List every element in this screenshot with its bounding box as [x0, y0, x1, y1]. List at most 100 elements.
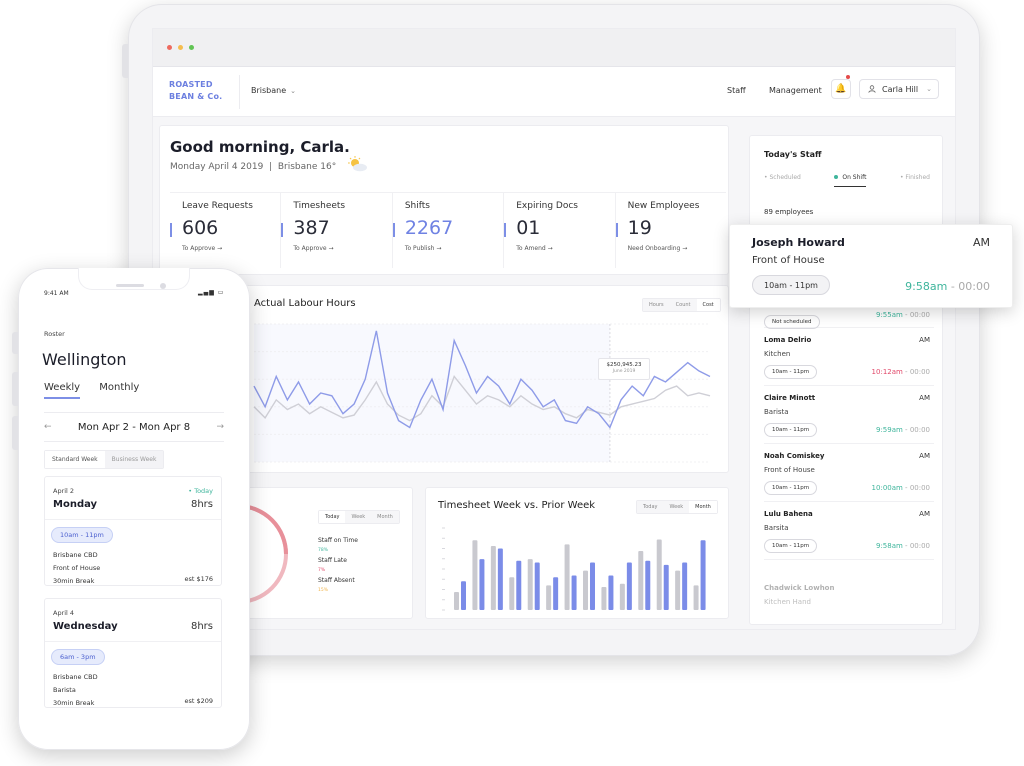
tab-finished[interactable]: • Finished	[899, 174, 930, 181]
stat-action-link[interactable]: To Publish →	[404, 245, 442, 252]
brand-logo[interactable]: ROASTED BEAN & Co.	[169, 80, 223, 101]
segment-business-week[interactable]: Business Week	[104, 451, 164, 468]
phone-side-button	[12, 332, 18, 354]
timesheet-panel: Timesheet Week vs. Prior Week Today Week…	[425, 487, 729, 619]
labour-metric-toggle: Hours Count Cost	[642, 298, 721, 312]
stat-tile[interactable]: New Employees 19 Need Onboarding →	[614, 193, 726, 268]
attendance-legend: Staff on Time 78% Staff Late 7% Staff Ab…	[318, 536, 358, 596]
toggle-month[interactable]: Month	[371, 511, 399, 523]
legend-late-label: Staff Late	[318, 557, 347, 564]
employee-row[interactable]: Lulu Bahena AM Barsita 10am - 11pm 9:58am - …	[764, 502, 934, 560]
employee-period: AM	[972, 236, 990, 249]
labour-hours-title: Actual Labour Hours	[254, 298, 356, 309]
shift-pill: 10am - 11pm	[752, 275, 830, 295]
toggle-hours[interactable]: Hours	[643, 299, 670, 311]
stat-tile[interactable]: Timesheets 387 To Approve →	[280, 193, 391, 268]
employee-period: AM	[919, 452, 930, 460]
arrow-left-icon[interactable]: ←	[44, 422, 52, 432]
stat-accent	[281, 223, 284, 237]
toggle-week[interactable]: Week	[345, 511, 372, 523]
stat-action-link[interactable]: To Approve →	[182, 245, 223, 252]
toggle-today[interactable]: Today	[637, 501, 664, 513]
faded-employee-row[interactable]: Chadwick Lowhon Kitchen Hand	[764, 584, 934, 606]
tab-monthly[interactable]: Monthly	[99, 382, 140, 393]
timesheet-bar-chart	[442, 527, 706, 611]
roster-day-card[interactable]: April 2 • Today Monday 8hrs 10am - 11pm …	[44, 476, 222, 586]
location-selector[interactable]: Brisbane ⌄	[251, 86, 296, 95]
toggle-cost[interactable]: Cost	[696, 299, 720, 311]
zoom-window-button[interactable]	[189, 45, 194, 50]
tooltip-date: June 2019	[612, 369, 636, 374]
timesheet-title: Timesheet Week vs. Prior Week	[438, 500, 596, 511]
roster-label: Roster	[44, 330, 65, 338]
toggle-today[interactable]: Today	[319, 511, 346, 523]
shift-estimate: est $176	[184, 575, 213, 583]
greeting-subtitle: Monday April 4 2019 | Brisbane 16°	[170, 162, 336, 172]
nav-divider	[239, 75, 240, 109]
bar-series-2	[497, 548, 503, 610]
bell-icon: 🔔	[835, 84, 847, 94]
employee-role: Kitchen	[764, 350, 791, 358]
employee-detail-card[interactable]: Joseph Howard AM Front of House 10am - 1…	[729, 224, 1013, 308]
attendance-period-toggle: Today Week Month	[318, 510, 400, 524]
stat-label: Timesheets	[293, 201, 346, 211]
tablet-device: ROASTED BEAN & Co. Brisbane ⌄ Staff Manag…	[122, 4, 980, 656]
bar-series-2	[571, 575, 577, 610]
notifications-button[interactable]: 🔔	[831, 79, 851, 99]
tab-weekly[interactable]: Weekly	[44, 382, 81, 399]
location-label: Brisbane	[251, 86, 287, 95]
stat-value: 2267	[404, 217, 454, 239]
close-window-button[interactable]	[167, 45, 172, 50]
bar-series-2	[700, 540, 706, 610]
employee-name: Chadwick Lowhon	[764, 584, 835, 592]
stat-label: Expiring Docs	[516, 201, 578, 211]
stat-tile[interactable]: Expiring Docs 01 To Amend →	[503, 193, 614, 268]
todays-staff-title: Today's Staff	[764, 150, 822, 159]
tab-scheduled[interactable]: • Scheduled	[764, 174, 801, 181]
user-menu-button[interactable]: Carla Hill ⌄	[859, 79, 939, 99]
bar-series-2	[479, 559, 485, 610]
todays-staff-panel: Today's Staff • Scheduled On Shift • Fin…	[749, 135, 943, 625]
weather-text: Brisbane 16°	[277, 162, 337, 172]
toggle-month[interactable]: Month	[689, 501, 717, 513]
stat-action-link[interactable]: Need Onboarding →	[627, 245, 688, 252]
window-titlebar	[153, 29, 955, 67]
series-line-2	[253, 375, 711, 422]
week-type-toggle: Standard Week Business Week	[44, 450, 165, 469]
top-navigation: ROASTED BEAN & Co. Brisbane ⌄ Staff Manag…	[153, 67, 955, 117]
employee-name: Claire Minott	[764, 394, 816, 402]
stat-tile[interactable]: Shifts 2267 To Publish →	[391, 193, 503, 268]
toggle-week[interactable]: Week	[663, 501, 690, 513]
stat-accent	[615, 223, 618, 237]
status-time: 9:41 AM	[44, 290, 69, 297]
stat-action-link[interactable]: To Approve →	[293, 245, 334, 252]
stat-action-link[interactable]: To Amend →	[516, 245, 553, 252]
minimize-window-button[interactable]	[178, 45, 183, 50]
labour-hours-panel: Actual Labour Hours Hours Count Cost $25…	[159, 285, 729, 473]
shift-hours: 8hrs	[190, 499, 213, 510]
employee-row[interactable]: Loma Delrio AM Kitchen 10am - 11pm 10:12am -…	[764, 328, 934, 386]
shift-area: Front of House	[53, 564, 101, 572]
bar-series-1	[619, 583, 625, 610]
employee-name: Joseph Howard	[752, 236, 845, 249]
employee-name: Noah Comiskey	[764, 452, 825, 460]
stat-label: Leave Requests	[182, 201, 253, 211]
partial-employee-row[interactable]: Not scheduled 9:55am - 00:00	[764, 308, 934, 329]
separator: |	[266, 162, 275, 172]
segment-standard-week[interactable]: Standard Week	[45, 451, 105, 468]
tab-on-shift[interactable]: On Shift	[834, 174, 867, 187]
arrow-right-icon[interactable]: →	[216, 422, 224, 432]
employee-list: Loma Delrio AM Kitchen 10am - 11pm 10:12am -…	[764, 328, 934, 560]
employee-name: Loma Delrio	[764, 336, 812, 344]
stat-tile[interactable]: Leave Requests 606 To Approve →	[170, 193, 280, 268]
clock-time: 10:12am - 00:00	[871, 368, 930, 376]
roster-day-card[interactable]: April 4 Wednesday 8hrs 6am - 3pm Brisban…	[44, 598, 222, 708]
employee-row[interactable]: Noah Comiskey AM Front of House 10am - 11pm…	[764, 444, 934, 502]
nav-management-link[interactable]: Management	[769, 86, 822, 95]
bar-series-2	[663, 564, 669, 610]
shift-break: 30min Break	[53, 577, 95, 585]
toggle-count[interactable]: Count	[669, 299, 697, 311]
week-navigator: ← Mon Apr 2 - Mon Apr 8 →	[44, 412, 224, 442]
employee-row[interactable]: Claire Minott AM Barista 10am - 11pm 9:59am …	[764, 386, 934, 444]
nav-staff-link[interactable]: Staff	[727, 86, 746, 95]
